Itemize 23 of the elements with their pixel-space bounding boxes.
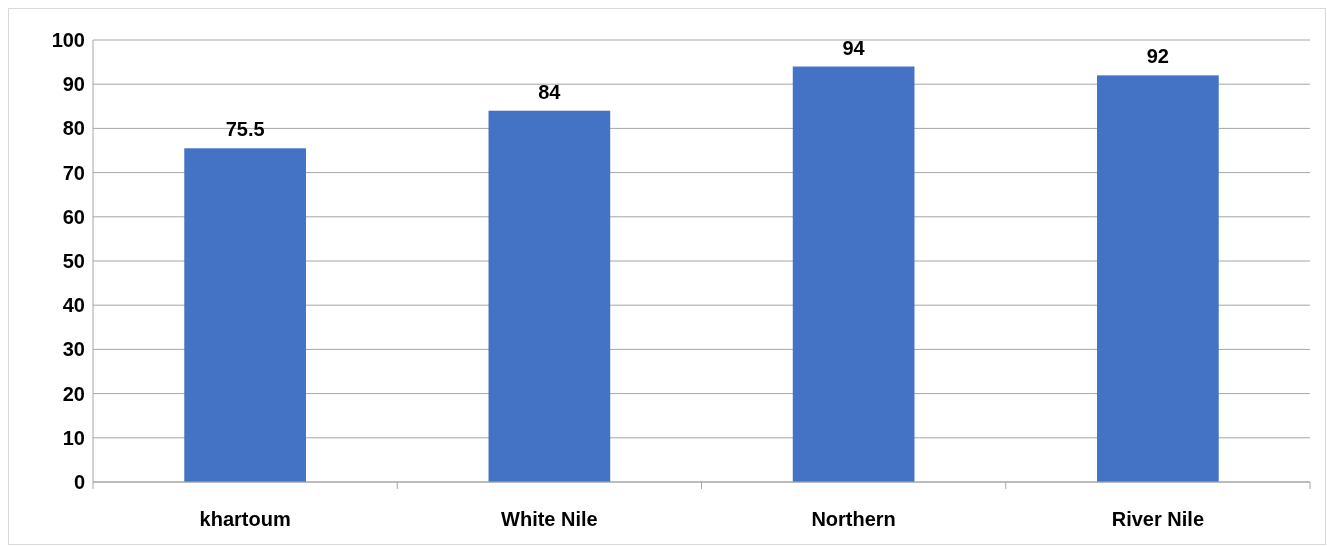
data-label: 94 — [842, 36, 866, 59]
y-tick-label: 50 — [62, 250, 85, 272]
y-tick-label: 80 — [62, 117, 85, 140]
y-tick-label: 60 — [62, 205, 85, 228]
bar — [488, 110, 611, 482]
y-tick-label: 20 — [62, 382, 85, 405]
y-tick-label: 70 — [62, 161, 85, 184]
y-tick-label: 40 — [62, 294, 85, 317]
data-label: 92 — [1146, 45, 1169, 68]
x-tick-label: Northern — [811, 508, 896, 530]
y-tick-label: 90 — [62, 73, 85, 96]
bar — [1097, 75, 1219, 482]
y-tick-label: 0 — [73, 471, 85, 493]
x-tick-label: White Nile — [501, 508, 598, 530]
data-label: 75.5 — [225, 118, 265, 141]
bar — [792, 66, 915, 482]
x-tick-label: khartoum — [199, 508, 291, 530]
y-tick-label: 30 — [62, 338, 85, 361]
y-tick-label: 10 — [62, 426, 85, 449]
data-label: 84 — [538, 80, 562, 103]
bar — [184, 148, 306, 482]
x-tick-label: River Nile — [1111, 508, 1205, 530]
y-tick-label: 100 — [51, 29, 85, 51]
